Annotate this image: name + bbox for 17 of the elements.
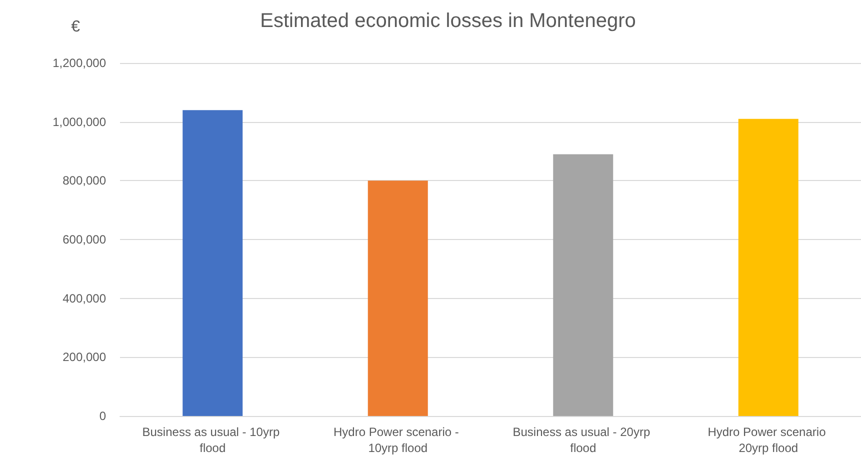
bar — [182, 110, 243, 416]
y-tick-label: 1,200,000 — [52, 56, 106, 70]
x-tick-label: Hydro Power scenario - 10yrp flood — [334, 425, 462, 455]
bar — [738, 118, 798, 416]
x-tick-label: Business as usual - 20yrp flood — [512, 425, 654, 455]
y-tick-label: 200,000 — [62, 350, 106, 364]
y-tick-label: 1,000,000 — [52, 114, 106, 129]
y-axis-title: € — [71, 18, 80, 36]
bar — [553, 154, 614, 416]
x-tick-label: Hydro Power scenario 20yrp flood — [708, 425, 830, 455]
bar — [368, 180, 428, 416]
y-tick-label: 800,000 — [62, 174, 106, 188]
y-tick-label: 400,000 — [62, 291, 106, 306]
y-tick-label: 600,000 — [62, 232, 106, 246]
x-tick-label: Business as usual - 10yrp flood — [142, 425, 283, 455]
y-tick-label: 0 — [99, 409, 106, 423]
chart-title: Estimated economic losses in Montenegro — [260, 10, 636, 32]
